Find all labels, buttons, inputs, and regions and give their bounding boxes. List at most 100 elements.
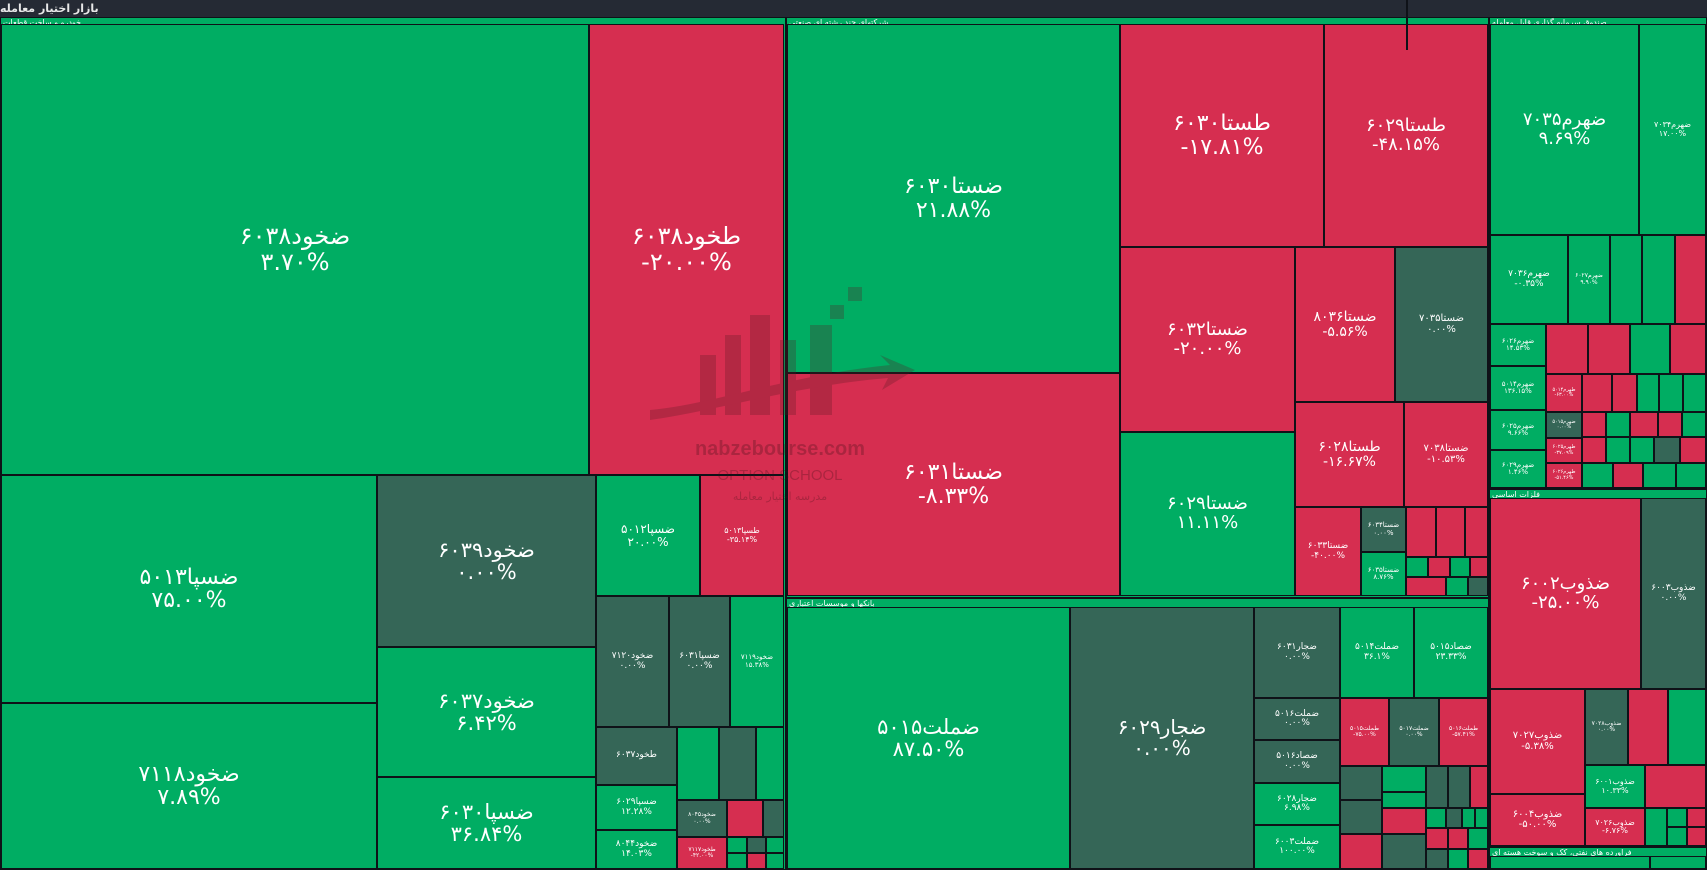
- stock-tile[interactable]: [1382, 766, 1426, 792]
- stock-tile[interactable]: [1667, 808, 1687, 827]
- stock-tile[interactable]: [1628, 689, 1668, 765]
- stock-tile[interactable]: [1436, 507, 1465, 557]
- stock-tile[interactable]: ضستا۷۰۳۸ -۱۰.۵۳%: [1404, 402, 1488, 507]
- stock-tile[interactable]: [1687, 808, 1706, 827]
- stock-tile[interactable]: طملت۵۰۱۵ -۷۵.۰۰%: [1340, 698, 1389, 766]
- stock-tile[interactable]: [1610, 235, 1642, 324]
- stock-tile[interactable]: [756, 727, 784, 800]
- stock-tile[interactable]: ضهرم۵۰۱۴ ۱۳۶.۱۵%: [1490, 366, 1546, 410]
- stock-tile[interactable]: ضهرم۶۰۲۶ ۱۴.۵۳%: [1490, 324, 1546, 366]
- stock-tile[interactable]: [1426, 808, 1446, 828]
- stock-tile[interactable]: [1606, 437, 1630, 463]
- stock-tile[interactable]: ضسپا۶۰۲۹ ۱۲.۲۸%: [596, 785, 677, 830]
- stock-tile[interactable]: [1668, 689, 1706, 765]
- stock-tile[interactable]: ضسپا۶۰۳۱ ۰.۰۰%: [669, 596, 730, 727]
- stock-tile[interactable]: [1475, 808, 1488, 828]
- stock-tile[interactable]: [1613, 463, 1643, 488]
- stock-tile[interactable]: ضصاد۵۰۱۶ ۰.۰۰%: [1254, 740, 1340, 783]
- stock-tile[interactable]: [1382, 834, 1426, 869]
- stock-tile[interactable]: [1446, 577, 1468, 596]
- stock-tile[interactable]: [1588, 324, 1630, 374]
- stock-tile[interactable]: [1470, 557, 1488, 577]
- stock-tile[interactable]: [1490, 856, 1650, 869]
- stock-tile[interactable]: ضملت۵۰۱۵ ۸۷.۵۰%: [787, 607, 1070, 869]
- stock-tile[interactable]: ضذوب۷۰۲۷ -۵.۳۸%: [1490, 689, 1585, 794]
- stock-tile[interactable]: ضملت۵۰۱۴ ۳۶.۱%: [1340, 607, 1414, 698]
- stock-tile[interactable]: [727, 837, 747, 853]
- stock-tile[interactable]: [1645, 765, 1706, 808]
- stock-tile[interactable]: [1630, 437, 1654, 463]
- stock-tile[interactable]: [1582, 374, 1612, 412]
- stock-tile[interactable]: ضملت۵۰۱۶ ۰.۰۰%: [1254, 698, 1340, 740]
- stock-tile[interactable]: ضستا۶۰۳۴ ۰.۰۰%: [1361, 507, 1406, 552]
- stock-tile[interactable]: طخود۷۱۱۷ -۴۲.۰۰%: [677, 837, 727, 869]
- stock-tile[interactable]: [1687, 827, 1706, 846]
- stock-tile[interactable]: طخود۶۰۳۸ -۲۰.۰۰%: [589, 24, 784, 475]
- stock-tile[interactable]: [1448, 828, 1468, 849]
- stock-tile[interactable]: طسپا۵۰۱۳ -۳۵.۱۴%: [700, 475, 784, 596]
- stock-tile[interactable]: ضجار۶۰۲۸ ۶.۹۸%: [1254, 783, 1340, 825]
- stock-tile[interactable]: ضذوب۷۰۲۶ -۶.۷۶%: [1585, 808, 1645, 846]
- stock-tile[interactable]: [1428, 557, 1450, 577]
- stock-tile[interactable]: [1462, 808, 1475, 828]
- stock-tile[interactable]: [1675, 235, 1706, 324]
- stock-tile[interactable]: [1340, 800, 1382, 834]
- stock-tile[interactable]: ضملت۶۰۰۳ ۱۰۰.۰۰%: [1254, 825, 1340, 869]
- stock-tile[interactable]: [1465, 507, 1488, 557]
- stock-tile[interactable]: ضستا۶۰۳۲ -۲۰.۰۰%: [1120, 247, 1295, 432]
- stock-tile[interactable]: ضذوب۶۰۰۳ ۰.۰۰%: [1641, 498, 1706, 689]
- stock-tile[interactable]: [763, 800, 784, 837]
- stock-tile[interactable]: [1676, 463, 1706, 488]
- stock-tile[interactable]: [1446, 808, 1462, 828]
- stock-tile[interactable]: [1637, 374, 1659, 412]
- stock-tile[interactable]: [1406, 0, 1408, 50]
- stock-tile[interactable]: [747, 837, 766, 853]
- stock-tile[interactable]: [1382, 808, 1426, 834]
- stock-tile[interactable]: ضهرم۷۰۳۵ ۹.۶۹%: [1490, 24, 1639, 235]
- stock-tile[interactable]: [1658, 412, 1682, 437]
- stock-tile[interactable]: [719, 727, 756, 800]
- stock-tile[interactable]: [1450, 557, 1470, 577]
- stock-tile[interactable]: طستا۶۰۲۹ -۴۸.۱۵%: [1324, 24, 1488, 247]
- stock-tile[interactable]: ضهرم۵۰۱۵ ۰.۰۰%: [1546, 412, 1582, 438]
- stock-tile[interactable]: [1426, 849, 1448, 869]
- stock-tile[interactable]: [1582, 412, 1606, 437]
- stock-tile[interactable]: [1406, 577, 1446, 596]
- stock-tile[interactable]: ضسپا۶۰۳۰ ۳۶.۸۴%: [377, 777, 596, 869]
- stock-tile[interactable]: طخود۶۰۳۷: [596, 727, 677, 785]
- stock-tile[interactable]: [1643, 463, 1676, 488]
- stock-tile[interactable]: ضستا۶۰۲۹ ۱۱.۱۱%: [1120, 432, 1295, 596]
- stock-tile[interactable]: ضهرم۶۰۲۵ ۹.۶۶%: [1490, 410, 1546, 450]
- stock-tile[interactable]: ضستا۶۰۳۵ ۸.۷۶%: [1361, 552, 1406, 596]
- stock-tile[interactable]: [766, 853, 784, 869]
- stock-tile[interactable]: طستا۶۰۳۰ -۱۷.۸۱%: [1120, 24, 1324, 247]
- stock-tile[interactable]: ضخود۶۰۳۸ ۳.۷۰%: [1, 24, 589, 475]
- stock-tile[interactable]: [766, 837, 784, 853]
- stock-tile[interactable]: [1468, 828, 1488, 849]
- stock-tile[interactable]: ضخود۶۰۳۹ ۰.۰۰%: [377, 475, 596, 647]
- stock-tile[interactable]: [1670, 324, 1706, 374]
- stock-tile[interactable]: [1382, 792, 1426, 808]
- stock-tile[interactable]: [1630, 412, 1658, 437]
- stock-tile[interactable]: [1680, 437, 1706, 463]
- stock-tile[interactable]: [1654, 437, 1680, 463]
- stock-tile[interactable]: [1448, 766, 1470, 808]
- stock-tile[interactable]: [1582, 437, 1606, 463]
- stock-tile[interactable]: [1340, 834, 1382, 869]
- stock-tile[interactable]: [1426, 828, 1448, 849]
- stock-tile[interactable]: ضجار۶۰۲۹ ۰.۰۰%: [1070, 607, 1254, 869]
- stock-tile[interactable]: ضستا۶۰۳۱ -۸.۳۳%: [787, 373, 1120, 596]
- stock-tile[interactable]: ضخود۷۱۲۰ ۰.۰۰%: [596, 596, 669, 727]
- stock-tile[interactable]: [1582, 463, 1613, 488]
- stock-tile[interactable]: [1468, 577, 1488, 596]
- stock-tile[interactable]: [1645, 808, 1667, 846]
- stock-tile[interactable]: ضصاد۵۰۱۵ ۲۳.۳۳%: [1414, 607, 1488, 698]
- stock-tile[interactable]: [727, 853, 747, 869]
- stock-tile[interactable]: [1630, 324, 1670, 374]
- stock-tile[interactable]: [1682, 412, 1706, 437]
- stock-tile[interactable]: ضخود۷۱۱۸ ۷.۸۹%: [1, 703, 377, 869]
- stock-tile[interactable]: [747, 853, 766, 869]
- stock-tile[interactable]: [1340, 766, 1382, 800]
- stock-tile[interactable]: ضستا۶۰۳۳ -۴۰.۰۰%: [1295, 507, 1361, 596]
- stock-tile[interactable]: ضذوب۶۰۰۴ -۵۰.۰۰%: [1490, 794, 1585, 846]
